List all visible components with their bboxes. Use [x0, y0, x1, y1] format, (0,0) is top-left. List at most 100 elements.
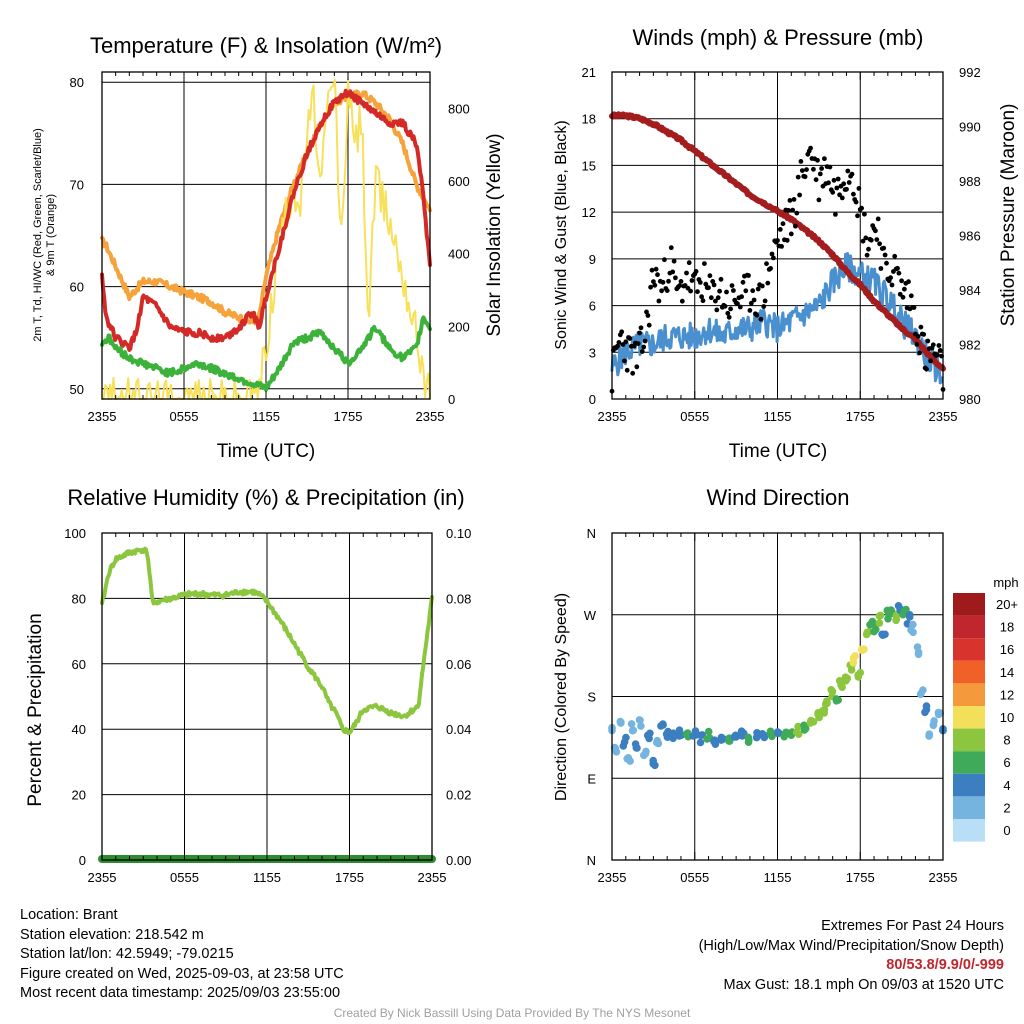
dir-point [646, 729, 654, 738]
wind-gust-point [740, 279, 746, 285]
dir-point [731, 731, 740, 740]
dir-point [654, 739, 663, 748]
dir-point [856, 668, 865, 677]
dir-point [696, 738, 705, 747]
wind-y-tick-label: 6 [589, 299, 596, 314]
rh-y-tick-label: 40 [72, 722, 86, 737]
wind-y2-tick-label: 980 [959, 392, 981, 407]
wind-gust-point [746, 273, 751, 278]
temp-y-axis-label: 2m T, Td, HI/WC (Red, Green, Scarlet/Blu… [32, 128, 44, 342]
wind-gust-point [878, 266, 884, 271]
wind-y-tick-label: 0 [589, 392, 596, 407]
wind-gust-point [758, 316, 764, 322]
dir-point [617, 718, 625, 727]
colorbar-swatch [953, 615, 985, 639]
wind-gust-point [615, 343, 620, 349]
dir-point [744, 733, 753, 742]
rh-series-humidity [100, 546, 434, 736]
wind-gust-point [841, 181, 847, 187]
colorbar-swatch [953, 593, 985, 616]
wind-gust-point [664, 288, 670, 293]
dir-point [857, 645, 866, 653]
dir-y-tick-label: S [587, 690, 596, 705]
temp-x-tick-label: 1155 [252, 409, 280, 424]
wind-gust-point [660, 279, 666, 285]
dir-point [870, 627, 878, 636]
wind-x-tick-label: 2355 [598, 409, 627, 424]
wind-gust-point [895, 265, 900, 271]
wind-gust-point [902, 286, 907, 292]
wind-y2-tick-label: 992 [959, 65, 981, 80]
wind-gust-point [623, 339, 629, 345]
wind-gust-point [816, 197, 822, 203]
recent-data-text: Most recent data timestamp: 2025/09/03 2… [20, 985, 341, 1002]
dir-y-tick-label: N [587, 526, 596, 541]
wind-gust-point [928, 358, 933, 364]
wind-gust-point [827, 164, 833, 170]
wind-y-tick-label: 9 [589, 252, 596, 267]
extremes-subtitle: (High/Low/Max Wind/Precipitation/Snow De… [698, 937, 1004, 954]
dir-y-tick-label: N [587, 853, 596, 868]
wind-gust-point [859, 205, 864, 211]
wind-gust-point [914, 342, 920, 347]
wind-gust-point [881, 245, 887, 251]
wind-gust-point [702, 261, 707, 266]
wind-chart-title: Winds (mph) & Pressure (mb) [633, 25, 924, 50]
temp-x-tick-label: 0555 [170, 409, 199, 424]
wind-gust-point [797, 192, 802, 198]
wind-gust-point [619, 329, 625, 335]
wind-gust-point [761, 304, 767, 309]
dir-point [909, 628, 917, 637]
dir-point [841, 673, 850, 681]
rh-x-tick-label: 2355 [88, 870, 117, 885]
wind-gust-point [722, 303, 728, 309]
wind-gust-point [689, 278, 695, 283]
rh-x-tick-label: 1755 [335, 870, 364, 885]
dir-y-tick-label: W [584, 608, 597, 623]
wind-y-tick-label: 12 [582, 205, 596, 220]
wind-gust-point [779, 244, 784, 249]
dir-point [622, 733, 630, 742]
dir-point [828, 687, 837, 696]
wind-gust-point [765, 280, 771, 286]
wind-gust-point [851, 191, 856, 197]
dir-point [669, 729, 678, 737]
temp-x-tick-label: 1755 [334, 409, 363, 424]
wind-gust-point [750, 288, 756, 294]
wind-gust-point [627, 336, 633, 341]
wind-gust-point [799, 168, 805, 174]
wind-gust-point [888, 275, 893, 281]
wind-y-axis-label: Sonic Wind & Gust (Blue, Black) [553, 120, 570, 349]
dir-point [696, 731, 705, 740]
wind-gust-point [768, 266, 773, 271]
wind-y-tick-label: 21 [582, 65, 596, 80]
wind-gust-point [866, 246, 871, 252]
wind-x-tick-label: 0555 [680, 409, 709, 424]
dir-x-tick-label: 0555 [680, 870, 709, 885]
wind-gust-point [889, 282, 895, 288]
dir-point [737, 727, 746, 735]
wind-gust-point [739, 294, 744, 300]
rh-y-tick-label: 100 [64, 526, 86, 541]
wind-gust-point [671, 258, 677, 264]
wind-y2-tick-label: 982 [959, 338, 981, 353]
dir-point [807, 716, 815, 725]
dir-point [863, 628, 872, 637]
wind-gust-point [662, 257, 667, 263]
dir-point [710, 737, 718, 746]
colorbar-label: 6 [1003, 755, 1010, 770]
wind-gust-point [846, 180, 852, 185]
wind-x-axis-label: Time (UTC) [729, 441, 828, 462]
extremes-info: Extremes For Past 24 Hours (High/Low/Max… [699, 917, 1004, 995]
temp-y2-tick-label: 200 [448, 319, 470, 334]
wind-y2-tick-label: 990 [959, 120, 981, 135]
wind-gust-point [725, 310, 731, 316]
wind-gust-point [755, 286, 761, 292]
wind-gust-point [688, 288, 693, 294]
dir-point [619, 742, 628, 750]
wind-gust-point [686, 260, 692, 266]
dir-point [875, 619, 884, 627]
credit-footer: Created By Nick Bassill Using Data Provi… [333, 1006, 691, 1020]
wind-gust-point [652, 282, 658, 288]
wind-gust-point [634, 364, 640, 370]
